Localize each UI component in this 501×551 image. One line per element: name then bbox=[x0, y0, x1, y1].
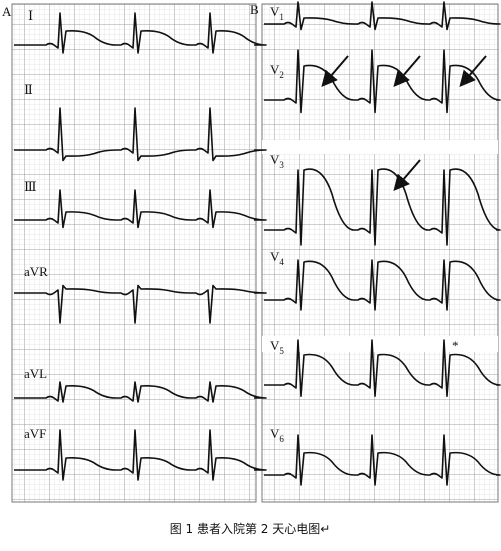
white-band bbox=[262, 336, 498, 352]
marker: * bbox=[452, 338, 459, 353]
lead-subscript: 3 bbox=[279, 160, 284, 170]
lead-label: V2 bbox=[270, 62, 284, 80]
ecg-trace bbox=[264, 339, 501, 398]
lead-subscript: 6 bbox=[279, 434, 284, 444]
ecg-trace bbox=[264, 259, 501, 311]
lead-label: aVL bbox=[24, 366, 47, 381]
arrow bbox=[393, 159, 421, 192]
lead-label: V4 bbox=[270, 249, 284, 267]
ecg-trace bbox=[14, 381, 267, 403]
lead-name: V bbox=[270, 338, 280, 353]
lead-subscript: 1 bbox=[279, 12, 284, 22]
lead-label: Ⅲ bbox=[24, 179, 37, 194]
panel-label: A bbox=[2, 4, 12, 19]
lead-name: V bbox=[270, 249, 280, 264]
lead-label: V5 bbox=[270, 338, 284, 356]
lead-name: V bbox=[270, 426, 280, 441]
arrow bbox=[459, 55, 487, 88]
panel-label: B bbox=[250, 2, 259, 17]
lead-label: Ⅱ bbox=[24, 82, 33, 97]
lead-label: V1 bbox=[270, 4, 284, 22]
lead-subscript: 4 bbox=[279, 257, 284, 267]
panel-a-grid bbox=[11, 3, 257, 503]
ecg-trace bbox=[14, 189, 267, 229]
lead-subscript: 5 bbox=[279, 346, 284, 356]
lead-label: aVR bbox=[24, 264, 48, 279]
white-band bbox=[262, 140, 498, 154]
lead-label: aVF bbox=[24, 426, 46, 441]
arrow bbox=[321, 55, 349, 88]
ecg-trace bbox=[264, 168, 501, 246]
ecg-trace bbox=[14, 429, 267, 481]
arrow bbox=[393, 55, 421, 88]
ecg-trace bbox=[14, 284, 267, 324]
lead-name: V bbox=[270, 152, 280, 167]
lead-name: V bbox=[270, 62, 280, 77]
lead-label: V3 bbox=[270, 152, 284, 170]
panel-b-grid bbox=[261, 3, 499, 503]
ecg-trace bbox=[264, 1, 501, 31]
traces bbox=[14, 1, 501, 486]
ecg-trace bbox=[14, 107, 267, 162]
lead-name: V bbox=[270, 4, 280, 19]
ecg-trace bbox=[14, 12, 267, 54]
lead-subscript: 2 bbox=[279, 70, 284, 80]
caption: 图 1 患者入院第 2 天心电图↵ bbox=[170, 522, 331, 536]
ecg-trace bbox=[264, 434, 501, 486]
lead-label: V6 bbox=[270, 426, 284, 444]
ecg-trace bbox=[264, 49, 501, 114]
lead-label: Ⅰ bbox=[28, 8, 33, 23]
